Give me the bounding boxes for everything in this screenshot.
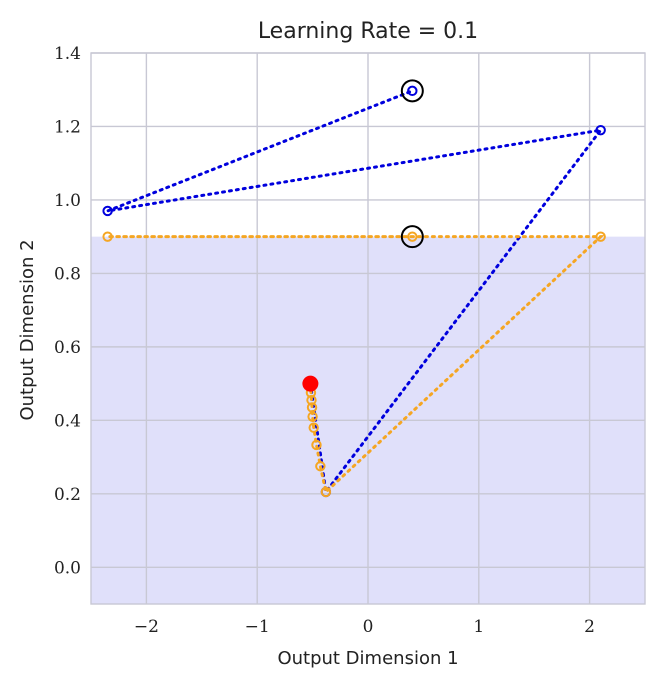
orange-trajectory-point	[102, 231, 113, 242]
y-tick-label: 0.4	[54, 411, 81, 431]
y-axis-label: Output Dimension 2	[17, 239, 38, 420]
y-tick-label: 0.6	[54, 338, 81, 358]
x-tick-label: −1	[245, 617, 270, 637]
y-tick-label: 0.2	[54, 485, 81, 505]
orange-trajectory-point	[407, 231, 418, 242]
orange-trajectory-point	[307, 411, 318, 422]
y-tick-label: 1.4	[54, 44, 81, 64]
orange-trajectory-point	[308, 422, 319, 433]
x-tick-label: 2	[584, 617, 595, 637]
chart-title: Learning Rate = 0.1	[258, 19, 478, 44]
orange-trajectory-endpoint-ring	[400, 225, 424, 249]
blue-trajectory-point	[102, 205, 113, 217]
plot-area: −2 −1 0 1 2 0.0 0.2 0.4 0.6 0.8 1.0 1.2 1.4	[54, 44, 646, 637]
y-tick-label: 1.2	[54, 117, 81, 137]
blue-trajectory-point	[407, 85, 418, 97]
orange-trajectory-point	[306, 394, 317, 406]
start-point	[302, 375, 319, 392]
y-tick-label: 0.8	[54, 264, 81, 284]
blue-trajectory-point	[595, 124, 606, 136]
blue-trajectory-endpoint-ring	[400, 79, 424, 103]
x-axis-label: Output Dimension 1	[277, 648, 458, 669]
x-tick-label: 1	[473, 617, 484, 637]
x-tick-label: −2	[134, 617, 159, 637]
orange-trajectory-point	[311, 439, 322, 451]
orange-trajectory-point	[315, 461, 326, 472]
orange-trajectory-line	[107, 235, 605, 495]
blue-trajectory-line	[107, 89, 605, 496]
axes-frame	[90, 52, 646, 605]
x-tick-label: 0	[363, 617, 374, 637]
orange-trajectory-point	[320, 486, 332, 498]
y-tick-label: 0.0	[54, 558, 81, 578]
y-tick-label: 1.0	[54, 191, 81, 211]
orange-trajectory-point	[595, 231, 606, 242]
